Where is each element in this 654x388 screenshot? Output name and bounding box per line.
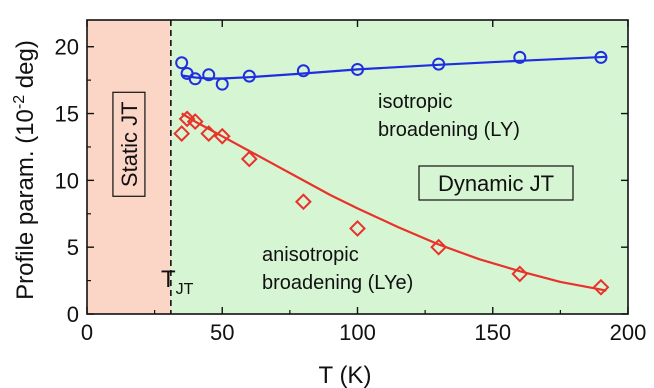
isotropic-data-point <box>296 64 310 78</box>
dynamic-jt-region <box>170 20 629 314</box>
anisotropic-data-point <box>294 193 312 211</box>
anisotropic-data-point <box>200 125 218 143</box>
isotropic-data-point <box>215 77 229 91</box>
y-axis-title-main: Profile param. (10 <box>12 109 39 300</box>
axis-ticks: 0 50 100 150 200 0 5 10 15 20 <box>55 20 647 345</box>
isotropic-data-point <box>351 62 364 76</box>
x-axis-title: T (K) <box>319 362 372 388</box>
x-tick-label: 50 <box>210 320 234 345</box>
isotropic-data-point <box>513 50 527 64</box>
x-tick-label: 100 <box>339 320 376 345</box>
transition-label-main: T <box>161 266 176 293</box>
y-axis-title-exponent: -2 <box>11 95 28 109</box>
static-jt-region <box>87 20 171 314</box>
y-tick-label: 20 <box>55 35 79 60</box>
aniso-annotation-line1: anisotropic <box>262 244 359 266</box>
anisotropic-data-point <box>173 125 191 143</box>
isotropic-data-point <box>594 50 608 64</box>
anisotropic-data-point <box>178 110 196 128</box>
x-tick-label: 150 <box>474 320 511 345</box>
iso-annotation-line1: isotropic <box>378 91 452 113</box>
isotropic-fit-line <box>181 55 607 80</box>
region-backgrounds <box>87 20 629 314</box>
isotropic-data-point <box>202 68 216 82</box>
anisotropic-data-point <box>511 265 529 283</box>
x-tick-label: 0 <box>81 320 93 345</box>
isotropic-data-point <box>432 57 446 71</box>
y-axis-title-tail: deg) <box>12 40 39 95</box>
x-tick-label: 200 <box>610 320 647 345</box>
y-tick-label: 0 <box>67 302 79 327</box>
static-jt-label: Static JT <box>117 101 142 187</box>
transition-label-sub: JT <box>176 281 194 298</box>
anisotropic-data-point <box>186 113 204 130</box>
y-tick-label: 15 <box>55 102 79 127</box>
aniso-annotation-line2: broadening (LYe) <box>262 272 413 294</box>
dynamic-jt-box: Dynamic JT <box>418 165 574 201</box>
static-jt-box: Static JT <box>112 91 146 197</box>
anisotropic-data-point <box>349 220 366 237</box>
anisotropic-data-point <box>430 238 448 256</box>
iso-annotation-line2: broadening (LY) <box>378 119 520 141</box>
isotropic-data-point <box>175 56 189 70</box>
anisotropic-data-point <box>592 278 610 296</box>
dynamic-jt-label: Dynamic JT <box>438 171 554 196</box>
isotropic-data-point <box>242 69 256 83</box>
transition-temperature-label: TJT <box>161 266 194 298</box>
anisotropic-data-point <box>213 127 231 145</box>
y-axis-title: Profile param. (10-2 deg) <box>11 40 39 300</box>
y-tick-label: 10 <box>55 168 79 193</box>
data-markers <box>173 50 610 296</box>
y-tick-label: 5 <box>67 235 79 260</box>
isotropic-data-point <box>188 72 202 86</box>
anisotropic-data-point <box>240 150 258 168</box>
